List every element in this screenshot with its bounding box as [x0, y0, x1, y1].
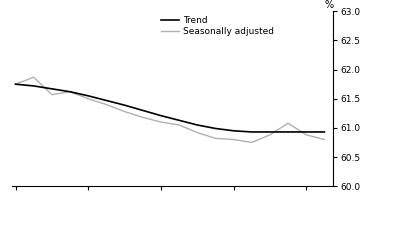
Trend — [140, 109, 145, 112]
Seasonally adjusted — [67, 90, 72, 93]
Line: Trend: Trend — [15, 84, 324, 132]
Seasonally adjusted — [13, 83, 18, 86]
Trend — [104, 99, 109, 102]
Seasonally adjusted — [195, 131, 200, 134]
Seasonally adjusted — [231, 138, 236, 141]
Trend — [31, 85, 36, 87]
Text: %: % — [324, 0, 333, 10]
Trend — [213, 127, 218, 130]
Trend — [158, 114, 163, 117]
Seasonally adjusted — [213, 137, 218, 140]
Trend — [122, 104, 127, 106]
Trend — [13, 83, 18, 86]
Trend — [195, 124, 200, 126]
Trend — [67, 90, 72, 93]
Trend — [50, 87, 54, 90]
Seasonally adjusted — [31, 76, 36, 79]
Trend — [322, 131, 327, 133]
Seasonally adjusted — [122, 110, 127, 113]
Trend — [249, 131, 254, 133]
Seasonally adjusted — [249, 141, 254, 144]
Trend — [86, 94, 91, 97]
Seasonally adjusted — [104, 103, 109, 106]
Seasonally adjusted — [158, 121, 163, 123]
Seasonally adjusted — [86, 97, 91, 100]
Legend: Trend, Seasonally adjusted: Trend, Seasonally adjusted — [161, 16, 274, 36]
Seasonally adjusted — [286, 122, 291, 125]
Trend — [177, 119, 181, 122]
Seasonally adjusted — [304, 133, 308, 136]
Trend — [304, 131, 308, 133]
Seasonally adjusted — [268, 133, 272, 136]
Trend — [268, 131, 272, 133]
Seasonally adjusted — [50, 93, 54, 96]
Trend — [231, 129, 236, 132]
Line: Seasonally adjusted: Seasonally adjusted — [15, 77, 324, 143]
Seasonally adjusted — [140, 116, 145, 119]
Seasonally adjusted — [322, 138, 327, 141]
Seasonally adjusted — [177, 124, 181, 126]
Trend — [286, 131, 291, 133]
